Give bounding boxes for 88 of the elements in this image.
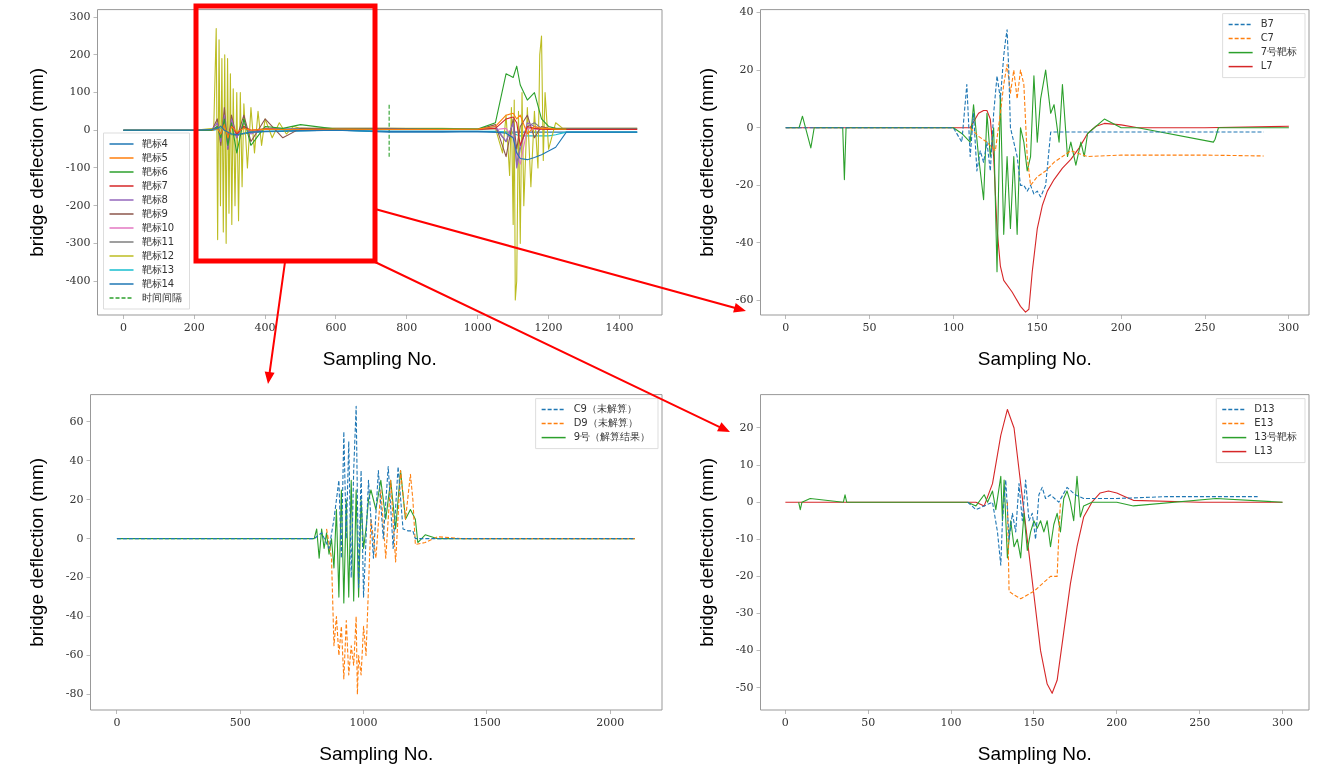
x-tick-label: 150 xyxy=(1026,321,1048,335)
legend-label: E13 xyxy=(1254,417,1274,429)
x-tick-label: 0 xyxy=(113,716,121,730)
x-tick-label: 250 xyxy=(1189,716,1211,730)
y-tick-label: 20 xyxy=(739,62,754,76)
x-tick-label: 50 xyxy=(861,716,876,730)
legend-label: 靶标5 xyxy=(141,151,168,163)
y-tick-label: -40 xyxy=(735,643,754,657)
legend-label: 靶标4 xyxy=(141,137,168,149)
x-tick-label: 1500 xyxy=(472,716,501,730)
x-axis-title: Sampling No. xyxy=(977,347,1092,369)
y-tick-label: -60 xyxy=(65,648,84,662)
x-tick-label: 400 xyxy=(254,321,276,335)
y-tick-label: 0 xyxy=(83,123,91,137)
y-tick-label: 100 xyxy=(69,85,91,99)
x-tick-label: 1000 xyxy=(463,321,492,335)
y-tick-label: -300 xyxy=(65,236,91,250)
x-tick-label: 600 xyxy=(325,321,347,335)
x-tick-label: 100 xyxy=(942,321,964,335)
legend-label: D13 xyxy=(1254,403,1275,415)
legend-label: 9号（解算结果） xyxy=(573,431,651,443)
x-tick-label: 250 xyxy=(1194,321,1216,335)
x-tick-label: 100 xyxy=(940,716,962,730)
x-tick-label: 2000 xyxy=(596,716,625,730)
x-tick-label: 200 xyxy=(183,321,205,335)
x-tick-label: 500 xyxy=(229,716,251,730)
y-tick-label: 20 xyxy=(739,420,754,434)
y-tick-label: 200 xyxy=(69,47,91,61)
y-tick-label: -20 xyxy=(735,569,754,583)
x-tick-label: 200 xyxy=(1106,716,1128,730)
legend-label: 靶标6 xyxy=(141,165,168,177)
y-axis-title: bridge deflection (mm) xyxy=(695,67,717,257)
y-tick-label: -200 xyxy=(65,198,91,212)
x-tick-label: 150 xyxy=(1023,716,1045,730)
y-tick-label: -60 xyxy=(735,293,754,307)
legend-label: 靶标8 xyxy=(141,193,168,205)
legend-label: 靶标9 xyxy=(141,207,168,219)
legend-label: 靶标13 xyxy=(141,263,175,275)
x-tick-label: 0 xyxy=(119,321,127,335)
legend-label: 靶标7 xyxy=(141,179,168,191)
y-tick-label: -40 xyxy=(65,609,84,623)
legend-label: L7 xyxy=(1260,60,1273,72)
x-tick-label: 1000 xyxy=(349,716,378,730)
legend-label: 7号靶标 xyxy=(1260,46,1298,58)
y-tick-label: -40 xyxy=(735,235,754,249)
legend-label: D9（未解算） xyxy=(573,417,638,429)
y-tick-label: 40 xyxy=(69,453,84,467)
legend-label: C7 xyxy=(1260,32,1274,44)
y-axis-title: bridge deflection (mm) xyxy=(25,457,47,647)
x-tick-label: 1400 xyxy=(605,321,634,335)
y-tick-label: -100 xyxy=(65,160,91,174)
y-axis-title: bridge deflection (mm) xyxy=(25,67,47,257)
y-tick-label: -400 xyxy=(65,273,91,287)
legend-label: 时间间隔 xyxy=(141,291,182,303)
y-tick-label: -30 xyxy=(735,606,754,620)
x-axis-title: Sampling No. xyxy=(319,742,434,764)
x-tick-label: 300 xyxy=(1271,716,1293,730)
legend-label: 靶标12 xyxy=(141,249,175,261)
x-tick-label: 50 xyxy=(862,321,877,335)
y-tick-label: -20 xyxy=(735,178,754,192)
x-tick-label: 300 xyxy=(1278,321,1300,335)
legend-label: 13号靶标 xyxy=(1254,431,1298,443)
x-tick-label: 1200 xyxy=(534,321,563,335)
legend-label: 靶标14 xyxy=(141,277,175,289)
y-tick-label: 10 xyxy=(739,457,754,471)
legend-label: L13 xyxy=(1254,445,1273,457)
y-tick-label: -80 xyxy=(65,687,84,701)
x-tick-label: 0 xyxy=(782,321,790,335)
y-tick-label: 0 xyxy=(746,120,754,134)
x-axis-title: Sampling No. xyxy=(977,742,1092,764)
y-tick-label: 20 xyxy=(69,492,84,506)
y-tick-label: 0 xyxy=(76,531,84,545)
y-tick-label: -10 xyxy=(735,532,754,546)
y-tick-label: 0 xyxy=(746,495,754,509)
x-tick-label: 800 xyxy=(396,321,418,335)
y-tick-label: 40 xyxy=(739,5,754,19)
x-tick-label: 0 xyxy=(781,716,789,730)
x-tick-label: 200 xyxy=(1110,321,1132,335)
legend-label: C9（未解算） xyxy=(573,403,637,415)
legend-label: 靶标11 xyxy=(141,235,175,247)
y-tick-label: 300 xyxy=(69,10,91,23)
y-tick-label: -50 xyxy=(735,680,754,694)
legend-label: 靶标10 xyxy=(141,221,175,233)
legend-label: B7 xyxy=(1260,18,1274,30)
y-tick-label: 60 xyxy=(69,414,84,428)
y-tick-label: -20 xyxy=(65,570,84,584)
y-axis-title: bridge deflection (mm) xyxy=(695,457,717,647)
x-axis-title: Sampling No. xyxy=(322,347,437,369)
